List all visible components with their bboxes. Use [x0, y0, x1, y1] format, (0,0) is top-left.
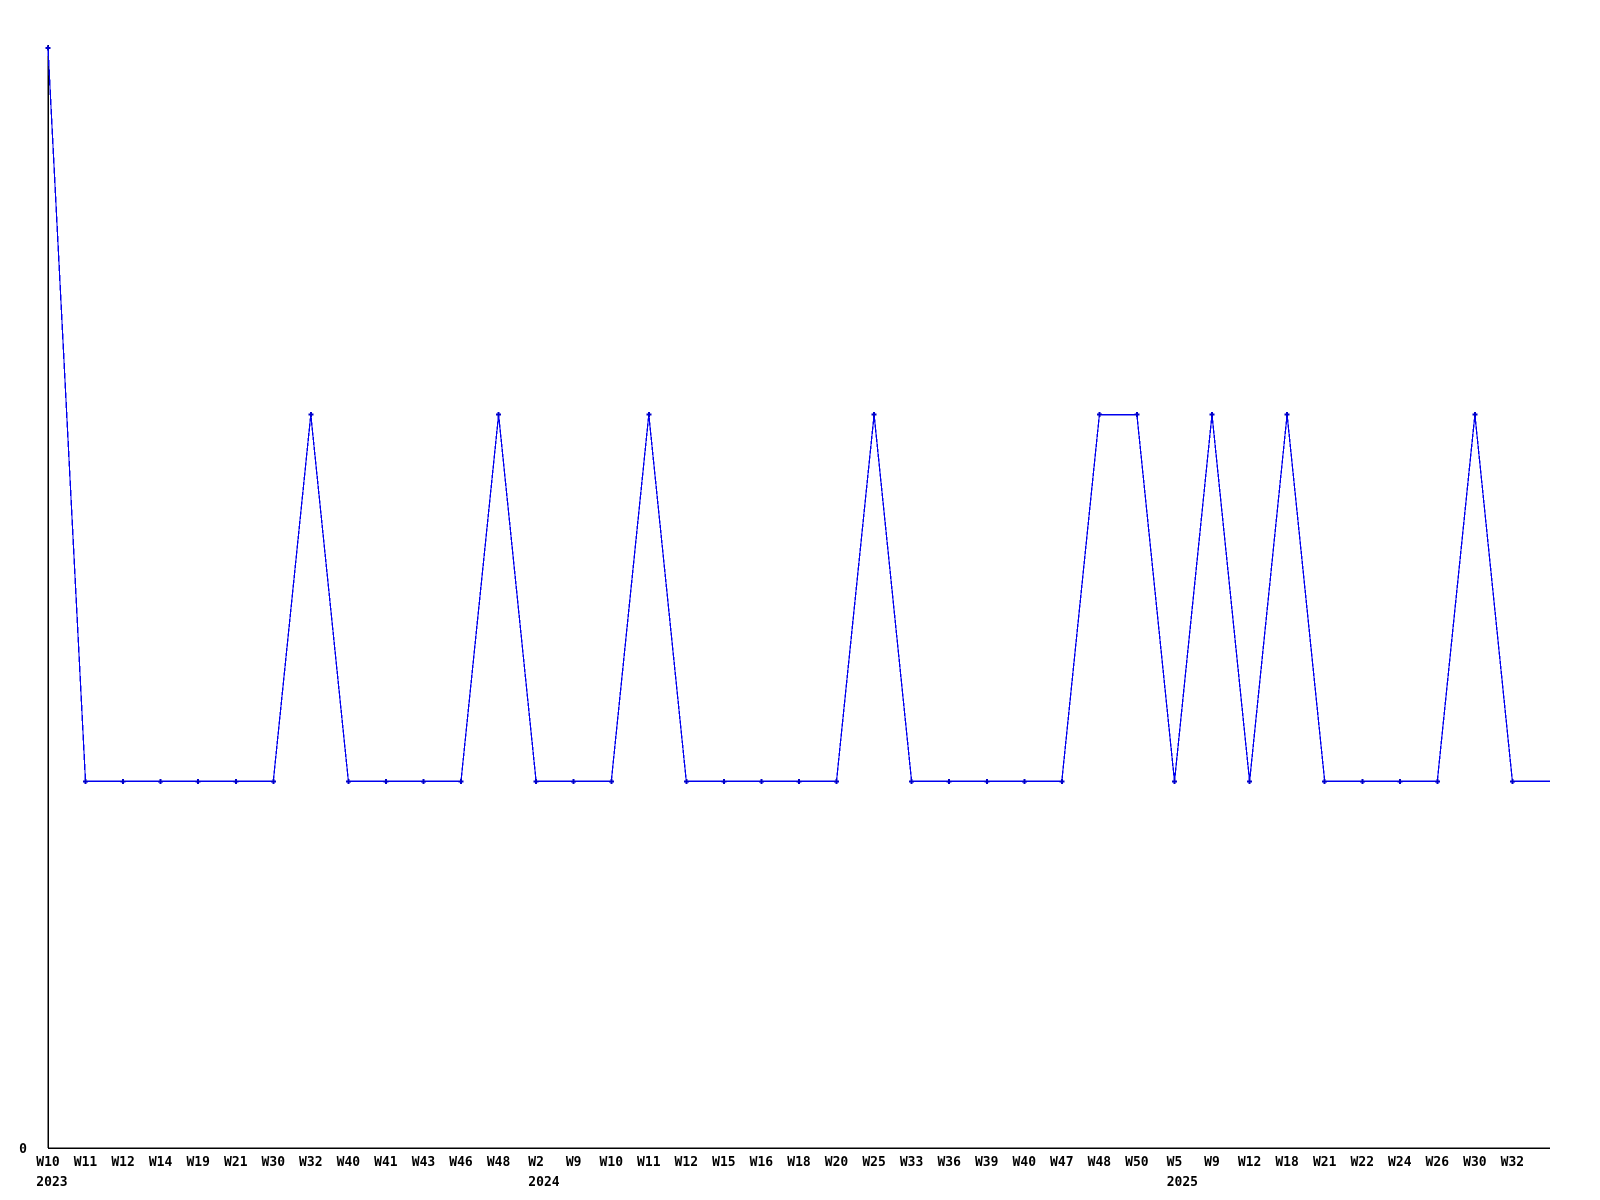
data-point-marker — [533, 778, 539, 784]
data-point-marker — [608, 778, 614, 784]
x-tick-label: W12 — [675, 1155, 698, 1170]
x-tick-label: W14 — [149, 1155, 173, 1170]
data-line — [47, 47, 1550, 782]
data-point-marker — [984, 778, 990, 784]
data-point-marker — [1209, 412, 1215, 418]
x-tick-label: W33 — [900, 1155, 923, 1170]
x-tick-label: W25 — [862, 1155, 885, 1170]
x-tick-label: W32 — [1501, 1155, 1524, 1170]
data-point-marker — [834, 778, 840, 784]
data-point-marker — [683, 778, 689, 784]
x-tick-label: W36 — [937, 1155, 961, 1170]
data-point-marker — [345, 778, 351, 784]
data-point-marker — [1322, 778, 1328, 784]
data-point-marker — [421, 778, 426, 784]
x-tick-label: W2 — [528, 1155, 544, 1170]
x-tick-label: W40 — [337, 1155, 361, 1170]
data-point-marker — [1247, 778, 1253, 784]
x-tick-label: W26 — [1426, 1155, 1450, 1170]
x-tick-label: W12 — [1238, 1155, 1261, 1170]
x-tick-label: W48 — [487, 1155, 511, 1170]
data-point-marker — [1021, 778, 1027, 784]
x-tick-label: W16 — [750, 1155, 774, 1170]
data-point-marker — [1509, 778, 1515, 784]
x-tick-label: W40 — [1013, 1155, 1037, 1170]
data-point-marker — [458, 778, 464, 784]
data-point-marker — [1096, 412, 1102, 418]
x-tick-label: W48 — [1088, 1155, 1112, 1170]
data-point-marker — [1172, 778, 1177, 784]
x-tick-label: W10 — [600, 1155, 624, 1170]
x-tick-label: W21 — [224, 1155, 248, 1170]
x-year-label: 2025 — [1167, 1175, 1198, 1190]
data-point-marker — [496, 412, 502, 418]
x-year-label: 2024 — [528, 1175, 559, 1190]
data-point-marker — [946, 778, 952, 784]
x-tick-label: W41 — [374, 1155, 398, 1170]
x-tick-label: W20 — [825, 1155, 849, 1170]
data-point-marker — [120, 778, 126, 784]
x-tick-label: W22 — [1351, 1155, 1374, 1170]
x-tick-label: W10 — [36, 1155, 60, 1170]
data-point-marker — [721, 778, 727, 784]
x-tick-label: W24 — [1388, 1155, 1412, 1170]
data-point-marker — [796, 778, 802, 784]
data-point-marker — [383, 778, 389, 784]
x-tick-label: W39 — [975, 1155, 998, 1170]
x-tick-label: W43 — [412, 1155, 435, 1170]
data-point-marker — [83, 778, 89, 784]
x-tick-label: W46 — [449, 1155, 473, 1170]
x-tick-label: W11 — [74, 1155, 98, 1170]
x-tick-label: W15 — [712, 1155, 735, 1170]
x-tick-label: W21 — [1313, 1155, 1337, 1170]
y-tick-label: 0 — [19, 1142, 27, 1157]
x-tick-label: W47 — [1050, 1155, 1073, 1170]
x-tick-label: W30 — [1463, 1155, 1487, 1170]
data-point-marker — [1134, 412, 1140, 418]
data-point-marker — [233, 778, 239, 784]
x-tick-label: W12 — [111, 1155, 134, 1170]
data-point-marker — [871, 412, 877, 418]
x-tick-label: W5 — [1167, 1155, 1183, 1170]
data-point-marker — [1397, 778, 1403, 784]
data-point-marker — [270, 778, 276, 784]
data-point-marker — [1359, 778, 1365, 784]
data-point-marker — [909, 778, 915, 784]
x-tick-label: W32 — [299, 1155, 322, 1170]
data-point-marker — [646, 412, 652, 418]
data-point-marker — [195, 778, 201, 784]
x-tick-label: W30 — [262, 1155, 286, 1170]
x-tick-label: W19 — [186, 1155, 209, 1170]
x-tick-label: W18 — [1275, 1155, 1299, 1170]
data-point-marker — [158, 778, 164, 784]
x-tick-label: W11 — [637, 1155, 661, 1170]
data-point-marker — [1434, 778, 1440, 784]
data-point-marker — [571, 778, 577, 784]
x-tick-label: W9 — [566, 1155, 582, 1170]
x-tick-label: W18 — [787, 1155, 811, 1170]
x-year-label: 2023 — [36, 1175, 67, 1190]
x-tick-label: W9 — [1204, 1155, 1220, 1170]
data-point-marker — [1059, 778, 1065, 784]
data-point-marker — [1284, 412, 1290, 418]
data-point-marker — [45, 45, 51, 51]
data-point-marker — [758, 778, 764, 784]
data-point-marker — [1472, 412, 1478, 418]
data-point-marker — [308, 412, 314, 418]
x-tick-label: W50 — [1125, 1155, 1149, 1170]
